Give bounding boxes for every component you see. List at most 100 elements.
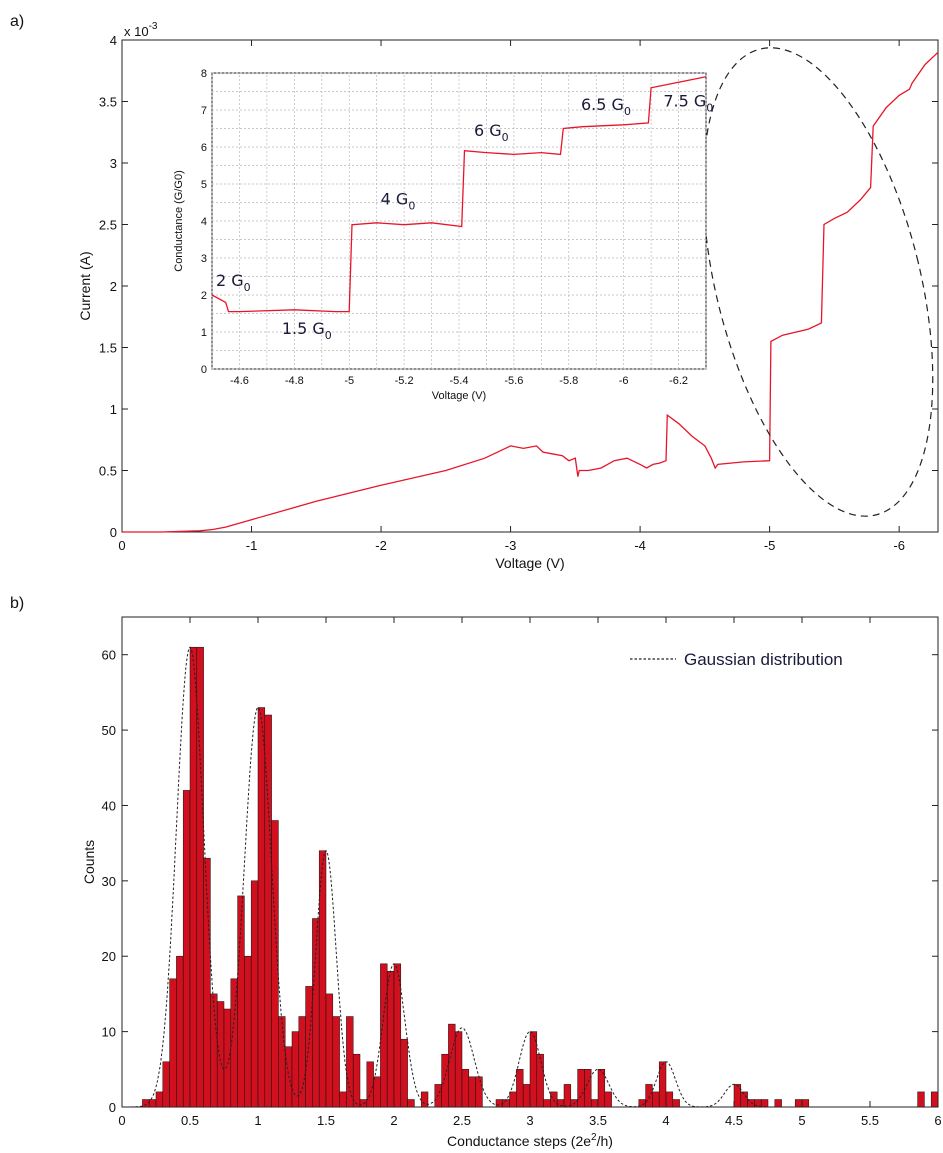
histogram-bar <box>563 1084 572 1108</box>
main-x-tick-label: -4 <box>634 538 646 553</box>
histogram-bar <box>665 1091 674 1108</box>
main-exponent: x 10-3 <box>124 21 158 39</box>
histogram-bar <box>448 1023 456 1108</box>
main-y-tick-label: 1.5 <box>99 341 117 356</box>
histogram-bar <box>468 1076 476 1108</box>
inset-curve <box>211 76 707 313</box>
histogram-bar <box>584 1069 592 1108</box>
histogram-ylabel: Counts <box>81 840 97 884</box>
histogram-bar <box>400 1038 408 1108</box>
hist-y-tick-label: 30 <box>102 874 116 889</box>
histogram-bar <box>366 1061 374 1108</box>
histogram-bar <box>529 1031 538 1108</box>
histogram-bar <box>312 918 320 1108</box>
histogram-bar <box>495 1099 504 1108</box>
histogram-bar <box>509 1091 517 1108</box>
main-x-tick-label: -6 <box>893 538 905 553</box>
histogram-bar <box>169 978 177 1108</box>
histogram-bar <box>760 1099 769 1108</box>
hist-x-tick-label: 4.5 <box>725 1113 743 1128</box>
legend-label: Gaussian distribution <box>684 650 843 669</box>
histogram-bar <box>604 1091 612 1108</box>
histogram-bar <box>278 1016 286 1108</box>
histogram-bar <box>801 1099 810 1108</box>
inset-x-tick-label: -5.2 <box>395 375 414 387</box>
step-label: 2 G0 <box>216 271 251 294</box>
histogram-bar <box>373 1076 381 1108</box>
histogram-bar <box>325 993 334 1108</box>
histogram-bar <box>420 1091 429 1108</box>
hist-x-tick-label: 0 <box>118 1113 125 1128</box>
hist-y-tick-label: 10 <box>102 1025 116 1040</box>
histogram-bar <box>774 1099 782 1108</box>
hist-x-tick-label: 2.5 <box>453 1113 471 1128</box>
inset-x-tick-label: -4.8 <box>285 375 304 387</box>
inset-y-tick-label: 1 <box>201 327 207 339</box>
hist-x-tick-label: 5 <box>798 1113 805 1128</box>
histogram-bar <box>182 790 191 1108</box>
inset-y-tick-label: 5 <box>201 179 207 191</box>
histogram-bar <box>196 646 204 1108</box>
hist-y-tick-label: 0 <box>109 1100 116 1115</box>
hist-x-tick-label: 3.5 <box>589 1113 607 1128</box>
histogram-bar <box>339 1091 347 1108</box>
main-ylabel: Current (A) <box>77 251 93 320</box>
inset-x-tick-label: -5.6 <box>504 375 523 387</box>
histogram-bar <box>754 1099 762 1108</box>
histogram-bar <box>142 1099 150 1108</box>
histogram-bar <box>543 1099 551 1108</box>
histogram-bar <box>441 1053 449 1108</box>
histogram-bar <box>522 1084 531 1108</box>
main-x-tick-label: -3 <box>505 538 517 553</box>
main-y-tick-label: 0 <box>110 525 117 540</box>
inset-y-tick-label: 4 <box>201 216 207 228</box>
inset-x-tick-label: -5 <box>344 375 354 387</box>
step-label: 4 G0 <box>381 189 416 212</box>
hist-x-tick-label: 1.5 <box>317 1113 335 1128</box>
inset-y-tick-label: 0 <box>201 364 207 376</box>
histogram-bar <box>332 1016 340 1108</box>
hist-y-tick-label: 20 <box>102 949 116 964</box>
inset-y-tick-label: 6 <box>201 142 207 154</box>
histogram-bar <box>917 1091 925 1108</box>
histogram-xlabel: Conductance steps (2e2/h) <box>447 1132 613 1149</box>
step-label: 7.5 G0 <box>663 91 713 114</box>
legend: Gaussian distribution <box>630 650 843 669</box>
main-x-tick-label: -2 <box>375 538 387 553</box>
inset-x-tick-label: -6.2 <box>669 375 688 387</box>
panel-b-label: b) <box>10 595 24 612</box>
dashed-ellipse <box>702 47 934 517</box>
main-y-tick-label: 2.5 <box>99 218 117 233</box>
hist-x-tick-label: 0.5 <box>181 1113 199 1128</box>
histogram-bar <box>386 971 395 1108</box>
histogram-bar <box>516 1069 524 1108</box>
histogram-bar <box>244 955 252 1108</box>
histogram-bar <box>359 1099 368 1108</box>
histogram-bar <box>298 1016 306 1108</box>
main-y-tick-label: 2 <box>110 279 117 294</box>
histogram-bar <box>536 1053 544 1108</box>
inset-y-tick-label: 2 <box>201 290 207 302</box>
main-y-tick-label: 3 <box>110 156 117 171</box>
histogram-bar <box>672 1099 680 1108</box>
histogram-bar <box>652 1091 660 1108</box>
histogram-bar <box>454 1031 463 1108</box>
inset-ylabel: Conductance (G/G0) <box>173 170 185 272</box>
main-plot: 0 -1 -2 -3 -4 -5 -6 0 0.5 1 1.5 2 2.5 3 3.5 4 x 10-3 Vo… <box>77 21 939 571</box>
hist-y-tick-label: 40 <box>102 798 116 813</box>
histogram-bar <box>203 857 211 1108</box>
hist-y-tick-label: 60 <box>102 648 116 663</box>
hist-x-tick-label: 5.5 <box>861 1113 879 1128</box>
histogram-bar <box>189 646 198 1108</box>
histogram-bar <box>264 714 272 1108</box>
main-y-tick-label: 0.5 <box>99 464 117 479</box>
inset-y-tick-label: 3 <box>201 253 207 265</box>
step-label: 6.5 G0 <box>581 95 631 118</box>
inset-plot: -4.6 -4.8 -5 -5.2 -5.4 -5.6 -5.8 -6 -6.2 0 1 2 3 4 5 6 7… <box>173 68 713 402</box>
histogram-bar <box>590 1099 599 1108</box>
step-label: 6 G0 <box>474 121 509 144</box>
panel-a-label: a) <box>10 13 24 30</box>
histogram-bar <box>257 707 266 1108</box>
